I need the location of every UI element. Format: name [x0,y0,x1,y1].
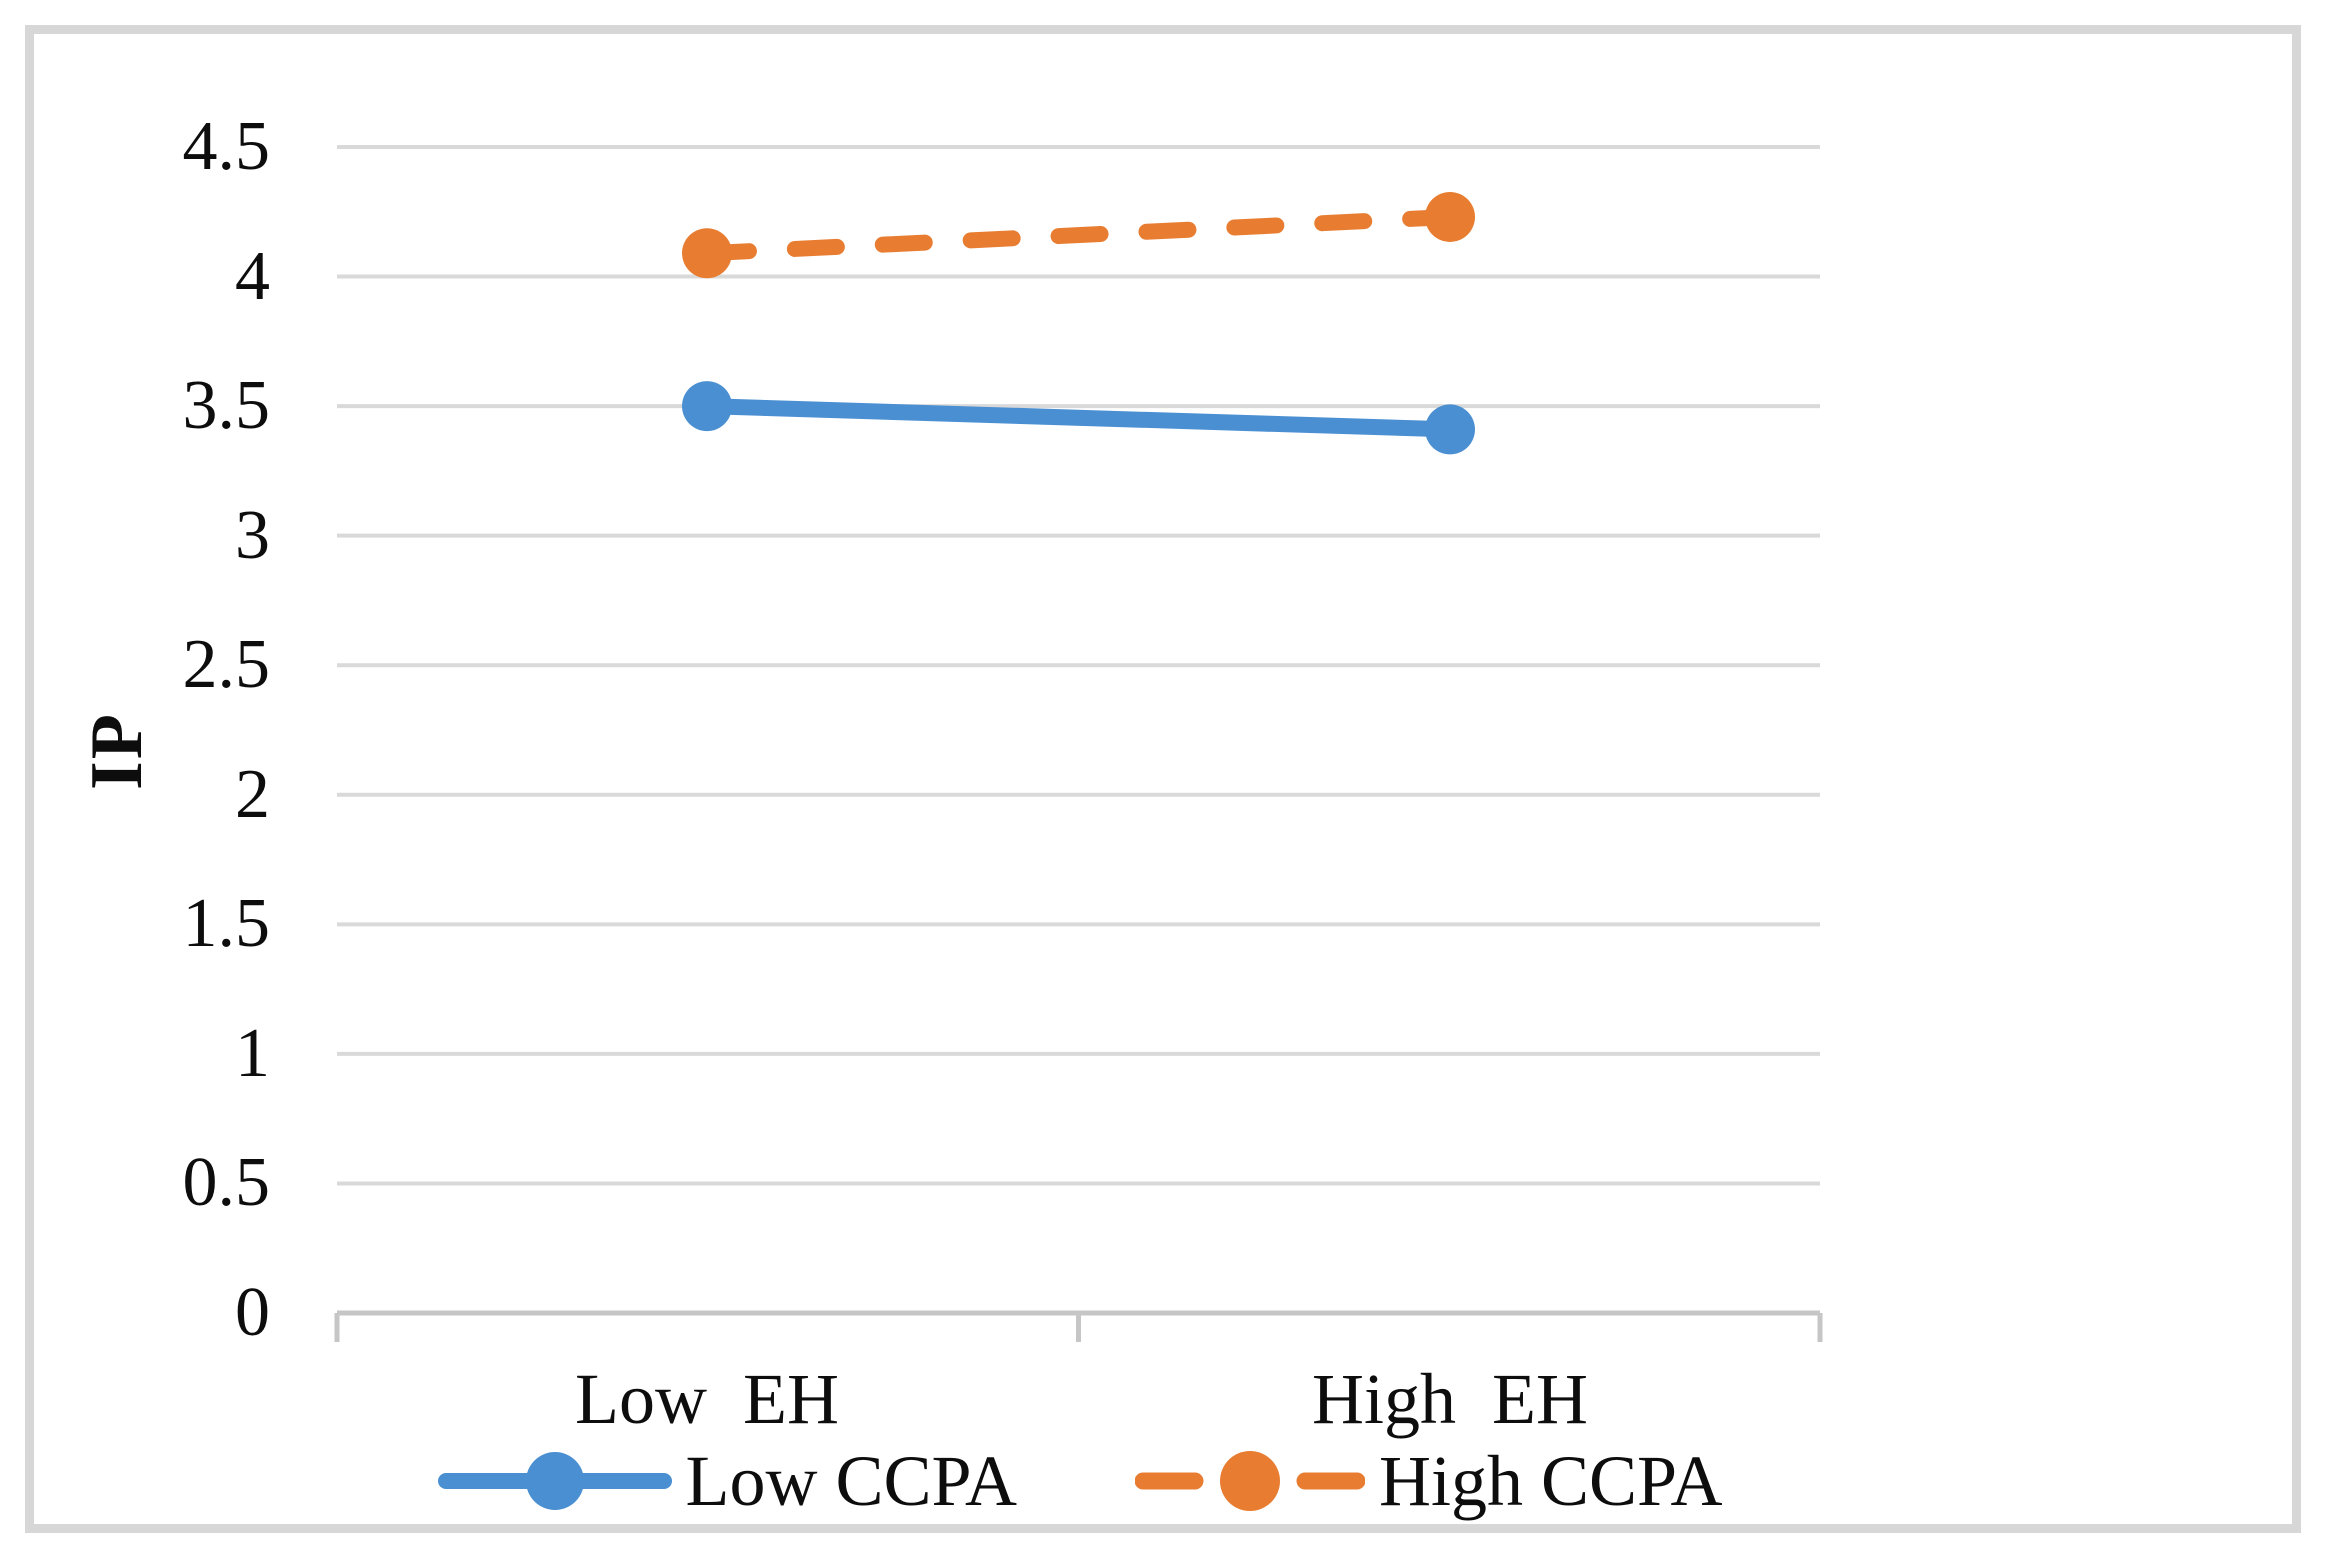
data-point-series0-cat0 [682,381,732,432]
y-tick-label-1.5: 1.5 [182,885,271,963]
y-tick-label-0.5: 0.5 [182,1144,271,1222]
data-point-series0-cat1 [1425,404,1475,455]
legend-label-high-ccpa: High CCPA [1378,1441,1723,1521]
data-point-series1-cat1 [1425,191,1475,242]
y-tick-label-1: 1 [235,1014,270,1092]
legend: Low CCPA High CCPA [0,1438,2160,1524]
y-tick-label-2.5: 2.5 [182,626,271,704]
y-tick-label-0: 0 [235,1274,270,1351]
legend-item-high-ccpa: High CCPA [1134,1438,1723,1524]
series-line-0 [699,398,1458,438]
legend-marker-dashed-line-circle-icon [1134,1451,1365,1511]
legend-marker-solid-line-circle-icon [437,1452,672,1510]
x-category-label-high-eh: High EH [1312,1359,1588,1439]
legend-item-low-ccpa: Low CCPA [437,1438,1017,1524]
y-tick-label-3.5: 3.5 [182,367,271,445]
x-category-label-low-eh: Low EH [575,1359,839,1439]
data-point-series1-cat0 [682,228,732,279]
y-tick-label-4.5: 4.5 [182,108,271,185]
y-tick-label-3: 3 [235,496,270,574]
y-tick-label-4: 4 [235,237,270,315]
legend-label-low-ccpa: Low CCPA [685,1441,1017,1521]
y-tick-label-2: 2 [235,755,270,833]
series-line-1 [699,208,1458,262]
